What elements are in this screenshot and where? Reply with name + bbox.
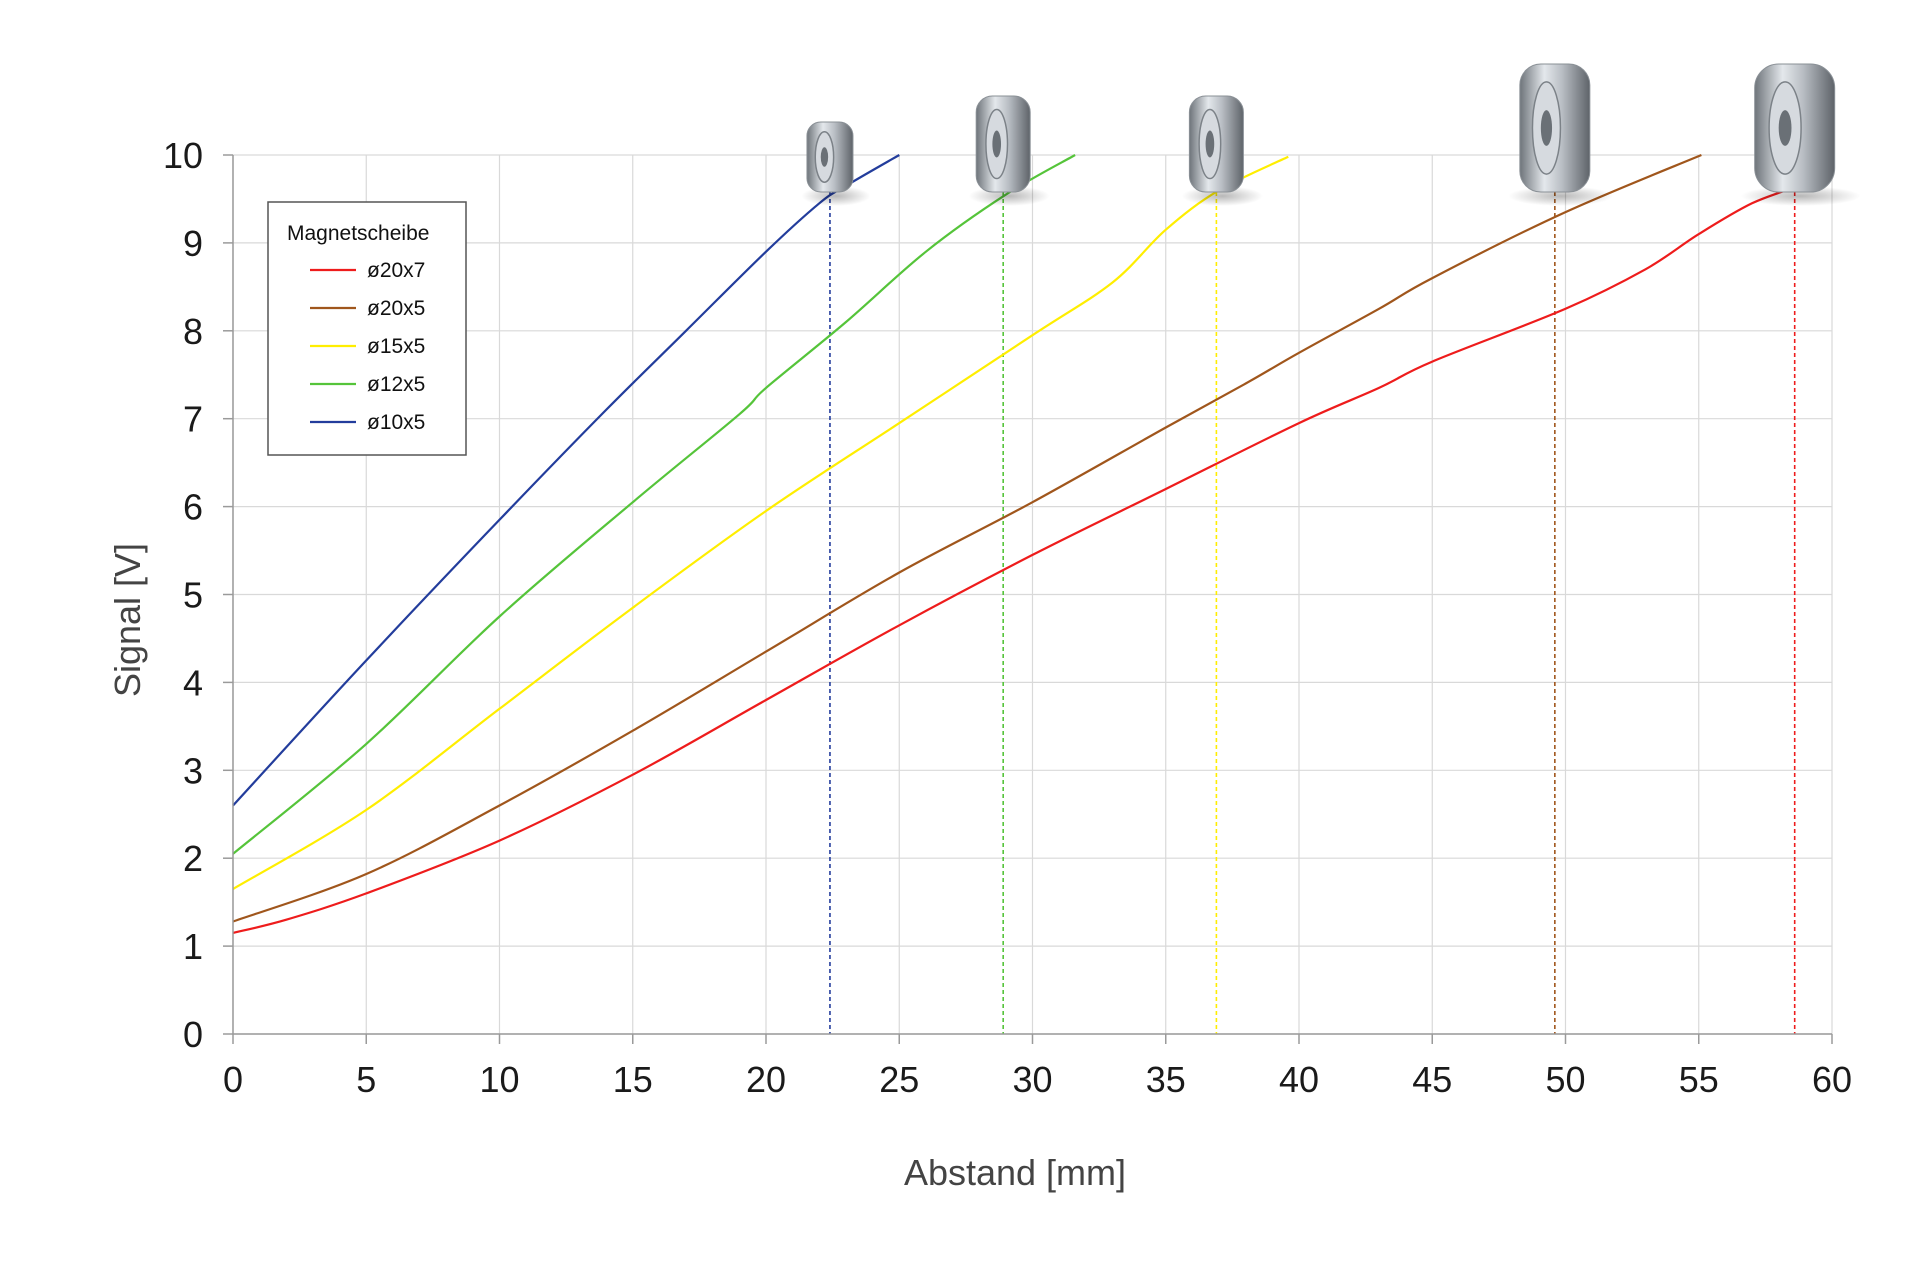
magnet-disc-image [968, 95, 1050, 206]
magnet-disc-image [801, 121, 871, 206]
y-tick-label: 10 [163, 135, 203, 176]
magnet-disc-image [1508, 63, 1614, 206]
y-tick-label: 0 [183, 1014, 203, 1055]
y-tick-label: 6 [183, 487, 203, 528]
magnet-disc-image [1181, 95, 1263, 206]
x-tick-label: 10 [479, 1059, 519, 1100]
legend-label: ø10x5 [367, 411, 425, 434]
x-tick-label: 40 [1279, 1059, 1319, 1100]
x-tick-label: 55 [1679, 1059, 1719, 1100]
x-tick-label: 45 [1412, 1059, 1452, 1100]
series-line [232, 153, 1702, 923]
legend-label: ø20x5 [367, 297, 425, 320]
x-axis-title: Abstand [mm] [904, 1152, 1126, 1193]
magnet-hole [1778, 110, 1792, 146]
legend-label: ø20x7 [367, 259, 425, 282]
y-tick-label: 4 [183, 662, 203, 703]
series-line [232, 184, 1801, 934]
grid [232, 154, 1833, 1035]
x-tick-label: 15 [613, 1059, 653, 1100]
legend: Magnetscheibe ø20x7 ø20x5 ø15x5 ø12x5 ø10x5 [267, 201, 467, 456]
y-tick-label: 8 [183, 311, 203, 352]
legend-title: Magnetscheibe [287, 222, 429, 245]
x-tick-label: 0 [223, 1059, 243, 1100]
magnet-disc-image [1740, 63, 1861, 206]
cutoff-lines [829, 192, 1796, 1034]
series-line [232, 155, 1289, 890]
series-line [232, 154, 1076, 855]
magnet-hole [1205, 130, 1215, 158]
y-tick-label: 7 [183, 399, 203, 440]
legend-label: ø12x5 [367, 373, 425, 396]
magnet-images [801, 63, 1861, 206]
series-lines [232, 153, 1801, 934]
y-tick-label: 3 [183, 750, 203, 791]
y-axis-title: Signal [V] [107, 543, 148, 697]
x-tick-label: 50 [1545, 1059, 1585, 1100]
x-tick-label: 60 [1812, 1059, 1852, 1100]
x-tick-label: 30 [1012, 1059, 1052, 1100]
legend-box [267, 201, 467, 456]
x-tick-label: 35 [1146, 1059, 1186, 1100]
y-tick-label: 1 [183, 926, 203, 967]
x-tick-label: 25 [879, 1059, 919, 1100]
magnet-hole [992, 130, 1002, 158]
legend-label: ø15x5 [367, 335, 425, 358]
magnet-hole [1540, 110, 1553, 146]
y-tick-label: 9 [183, 223, 203, 264]
magnet-hole [820, 147, 829, 167]
y-tick-label: 5 [183, 575, 203, 616]
legend-items: ø20x7 ø20x5 ø15x5 ø12x5 ø10x5 [310, 259, 425, 434]
y-tick-label: 2 [183, 838, 203, 879]
x-tick-label: 20 [746, 1059, 786, 1100]
x-tick-label: 5 [356, 1059, 376, 1100]
